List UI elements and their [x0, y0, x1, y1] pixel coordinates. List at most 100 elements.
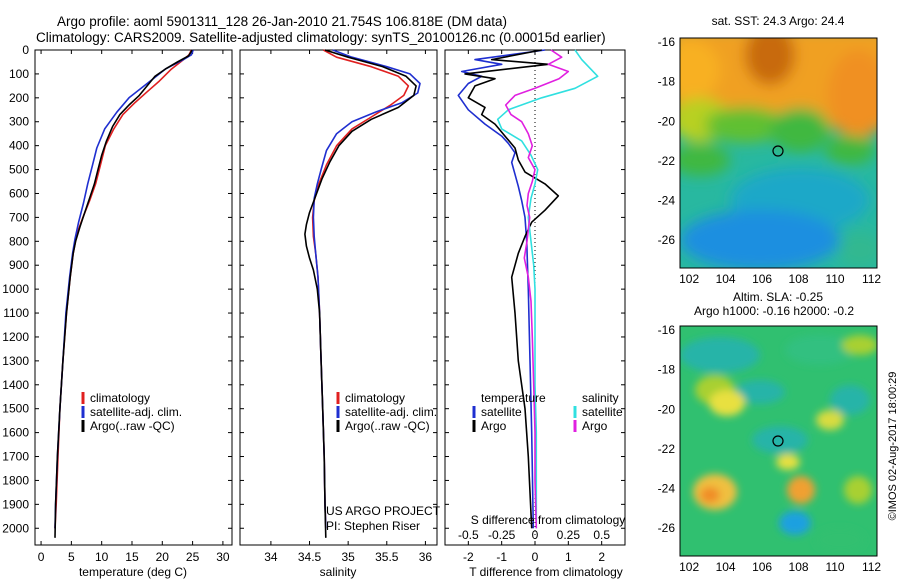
imos-timestamp: ©IMOS 02-Aug-2017 18:00:29: [887, 372, 899, 521]
depth-tick-label: 0: [22, 43, 29, 57]
map-x-tick-label: 102: [679, 272, 699, 286]
depth-tick-label: 2000: [2, 521, 29, 535]
t-diff-tick-label: -2: [463, 550, 474, 564]
depth-tick-label: 200: [9, 91, 29, 105]
s-diff-tick-label: 0.5: [593, 528, 610, 542]
map-y-tick-label: -18: [658, 75, 676, 89]
map-y-tick-label: -24: [658, 194, 676, 208]
legend-title-temperature: temperature: [481, 391, 546, 405]
depth-tick-label: 300: [9, 115, 29, 129]
depth-tick-label: 900: [9, 258, 29, 272]
sla-heatmap: [680, 326, 877, 556]
map-x-tick-label: 104: [716, 272, 736, 286]
depth-tick-label: 1300: [2, 354, 29, 368]
depth-tick-label: 1500: [2, 402, 29, 416]
depth-tick-label: 600: [9, 186, 29, 200]
t-diff-tick-label: 2: [598, 550, 605, 564]
figure-title-line2: Climatology: CARS2009. Satellite-adjuste…: [36, 30, 606, 45]
map-y-tick-label: -26: [658, 521, 676, 535]
map-x-tick-label: 110: [825, 560, 844, 574]
project-credit: US ARGO PROJECT: [326, 504, 441, 518]
depth-tick-label: 1700: [2, 450, 29, 464]
legend-title-salinity: salinity: [582, 391, 619, 405]
map-y-tick-label: -18: [658, 363, 676, 377]
map-y-tick-label: -16: [658, 323, 676, 337]
map-x-tick-label: 112: [862, 560, 881, 574]
salinity-x-label: salinity: [320, 565, 357, 579]
map-y-tick-label: -24: [658, 482, 676, 496]
map-x-tick-label: 108: [789, 560, 809, 574]
x-tick-label: 25: [186, 550, 200, 564]
x-tick-label: 10: [95, 550, 109, 564]
depth-tick-label: 1600: [2, 426, 29, 440]
depth-tick-label: 500: [9, 163, 29, 177]
x-tick-label: 34.5: [298, 550, 322, 564]
sla-map-title1: Altim. SLA: -0.25: [733, 290, 823, 304]
t-diff-tick-label: 1: [565, 550, 572, 564]
map-x-tick-label: 112: [862, 272, 881, 286]
pi-credit: PI: Stephen Riser: [326, 519, 420, 533]
sst-argo-marker: [772, 145, 784, 157]
t-diff-tick-label: 0: [532, 550, 539, 564]
series-line-s-satellite: [496, 49, 599, 529]
depth-tick-label: 100: [9, 67, 29, 81]
figure-title-line1: Argo profile: aoml 5901311_128 26-Jan-20…: [57, 14, 507, 29]
depth-tick-label: 1200: [2, 330, 29, 344]
x-tick-label: 30: [216, 550, 230, 564]
salinity-panel: [239, 49, 438, 546]
map-x-tick-label: 102: [679, 560, 699, 574]
map-x-tick-label: 106: [752, 272, 772, 286]
temperature-x-label: temperature (deg C): [79, 565, 187, 579]
salinity-legend: climatology satellite-adj. clim. Argo(..…: [336, 391, 437, 433]
series-line-argo: [54, 49, 193, 538]
depth-tick-label: 800: [9, 234, 29, 248]
s-diff-tick-label: 0.25: [557, 528, 581, 542]
x-tick-label: 0: [38, 550, 45, 564]
depth-tick-label: 1400: [2, 378, 29, 392]
map-x-tick-label: 104: [716, 560, 736, 574]
difference-x-label-top: S difference from climatology: [471, 513, 626, 527]
map-y-tick-label: -20: [658, 114, 676, 128]
sst-map-frame: [679, 37, 878, 269]
legend-label-t-argo: Argo: [481, 419, 507, 433]
x-tick-label: 5: [68, 550, 75, 564]
x-tick-label: 34: [264, 550, 278, 564]
depth-tick-label: 1000: [2, 282, 29, 296]
map-y-tick-label: -22: [658, 442, 676, 456]
temperature-panel: [34, 49, 233, 546]
x-tick-label: 36: [419, 550, 433, 564]
legend-label-s-argo: Argo: [582, 419, 608, 433]
sst-map-title: sat. SST: 24.3 Argo: 24.4: [712, 14, 845, 28]
map-y-tick-label: -22: [658, 154, 676, 168]
x-tick-label: 20: [156, 550, 170, 564]
series-line-argo: [304, 49, 417, 538]
legend-label-satellite: satellite-adj. clim.: [90, 405, 182, 419]
map-y-tick-label: -26: [658, 233, 676, 247]
legend-label-t-satellite: satellite: [481, 405, 522, 419]
s-diff-tick-label: -0.25: [488, 528, 516, 542]
legend-label-argo: Argo(..raw -QC): [345, 419, 430, 433]
legend-label-argo: Argo(..raw -QC): [90, 419, 175, 433]
depth-tick-label: 1900: [2, 497, 29, 511]
difference-legend: temperature salinity satellite Argo sate…: [472, 391, 623, 433]
map-x-tick-label: 106: [752, 560, 772, 574]
depth-tick-label: 400: [9, 139, 29, 153]
temperature-legend: climatology satellite-adj. clim. Argo(..…: [81, 391, 182, 433]
sla-argo-marker: [772, 435, 784, 447]
legend-label-satellite: satellite-adj. clim.: [345, 405, 437, 419]
legend-label-climatology: climatology: [345, 391, 405, 405]
sla-map-title2: Argo h1000: -0.16 h2000: -0.2: [694, 304, 854, 318]
depth-tick-label: 1800: [2, 473, 29, 487]
series-line-t-argo: [464, 49, 560, 529]
map-x-tick-label: 108: [789, 272, 809, 286]
x-tick-label: 15: [125, 550, 139, 564]
sla-map-frame: [679, 325, 878, 557]
x-tick-label: 35: [341, 550, 355, 564]
series-line-s-argo: [504, 49, 570, 529]
legend-label-s-satellite: satellite: [582, 405, 623, 419]
t-diff-tick-label: -1: [496, 550, 507, 564]
difference-x-label: T difference from climatology: [469, 565, 623, 579]
map-y-tick-label: -20: [658, 402, 676, 416]
sst-heatmap: [680, 38, 877, 268]
x-tick-label: 35.5: [375, 550, 399, 564]
